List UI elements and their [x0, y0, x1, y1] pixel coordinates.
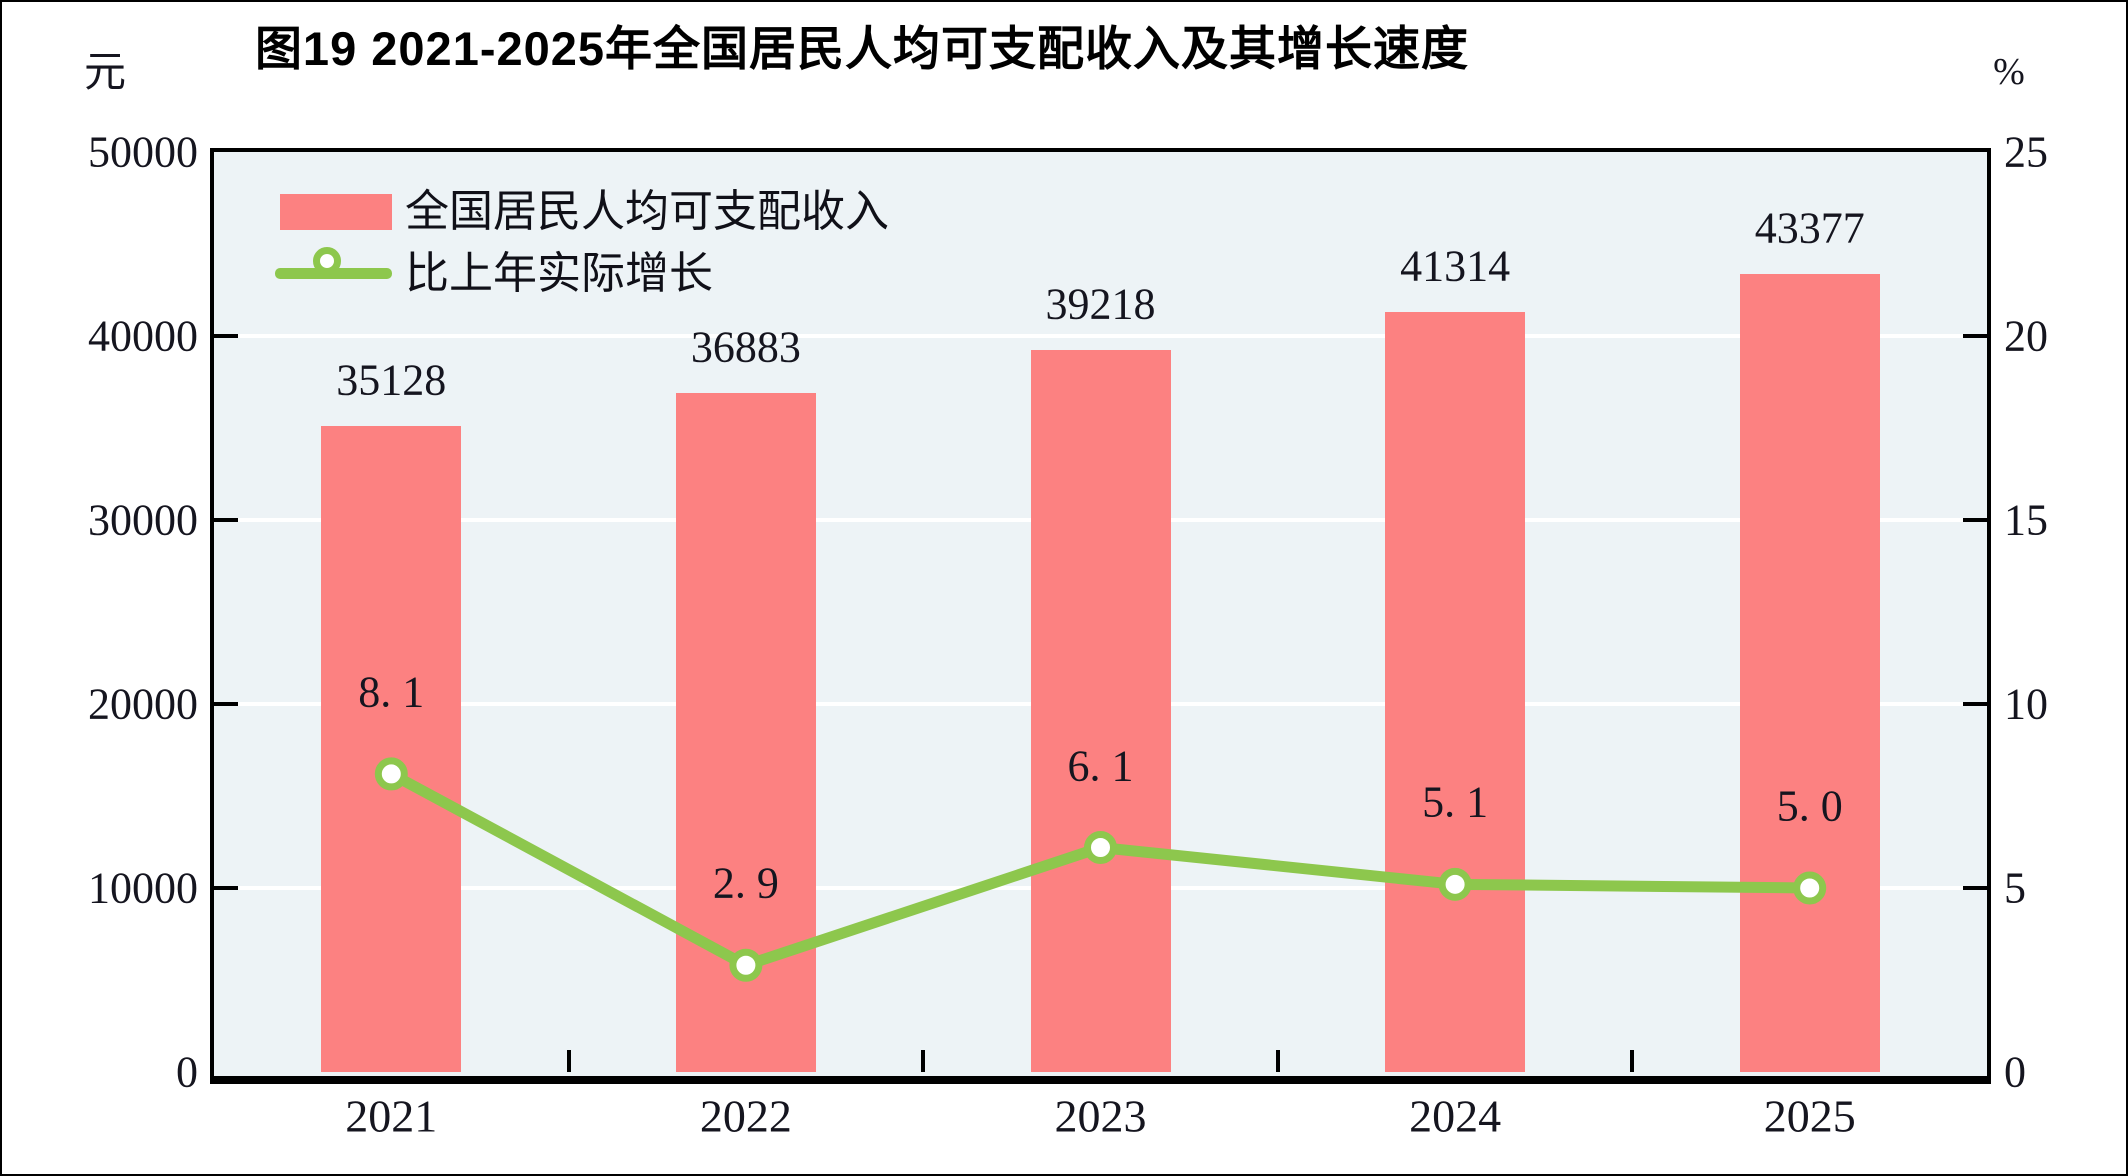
line-marker-2022 — [729, 948, 763, 982]
right-axis-tick — [1963, 886, 1987, 890]
x-axis-label-2024: 2024 — [1409, 1090, 1502, 1142]
right-axis-tick — [1963, 518, 1987, 522]
line-marker-2024 — [1438, 867, 1472, 901]
bar-2023 — [1030, 350, 1171, 1072]
bar-value-label-2025: 43377 — [1754, 203, 1865, 253]
bar-2025 — [1739, 273, 1880, 1072]
plot-area: 35128 36883 39218 41314 43377 8. 1 2. 9 6. 1 5. … — [210, 148, 1991, 1084]
x-axis-tick — [1275, 1050, 1280, 1072]
right-axis-label-25: 25 — [2004, 127, 2048, 177]
x-axis-label-2023: 2023 — [1054, 1090, 1147, 1142]
left-axis-tick — [214, 518, 238, 522]
bar-value-label-2021: 35128 — [336, 355, 447, 405]
right-axis-tick — [1963, 334, 1987, 338]
line-marker-2023 — [1084, 831, 1117, 865]
gridline — [214, 334, 1987, 338]
x-axis-label-2025: 2025 — [1763, 1090, 1856, 1142]
bar-value-label-2023: 39218 — [1045, 279, 1156, 329]
right-axis-label-5: 5 — [2004, 863, 2026, 913]
x-axis-tick — [1630, 1050, 1635, 1072]
growth-value-label-2024: 5. 1 — [1422, 777, 1489, 827]
bar-value-label-2022: 36883 — [690, 322, 801, 372]
growth-value-label-2025: 5. 0 — [1776, 781, 1843, 831]
legend-bar-swatch — [280, 194, 392, 230]
x-axis-tick — [566, 1050, 571, 1072]
growth-value-label-2022: 2. 9 — [712, 858, 779, 908]
legend-line-marker-icon — [313, 247, 341, 275]
bar-value-label-2024: 41314 — [1400, 241, 1511, 291]
right-axis-label-10: 10 — [2004, 679, 2048, 729]
growth-value-label-2021: 8. 1 — [358, 667, 425, 717]
left-axis-tick — [214, 334, 238, 338]
x-axis-label-2022: 2022 — [699, 1090, 792, 1142]
legend-bar-label: 全国居民人均可支配收入 — [405, 187, 889, 236]
left-axis-label-20000: 20000 — [88, 679, 198, 729]
chart-title: 图19 2021-2025年全国居民人均可支配收入及其增长速度 — [254, 22, 1470, 75]
left-axis-tick — [214, 886, 238, 890]
x-axis-tick — [921, 1050, 926, 1072]
right-axis-label-15: 15 — [2004, 495, 2048, 545]
left-axis-label-50000: 50000 — [88, 127, 198, 177]
growth-line — [385, 768, 1816, 971]
legend-line-swatch — [275, 268, 392, 279]
left-axis-label-10000: 10000 — [88, 863, 198, 913]
left-axis-label-30000: 30000 — [88, 495, 198, 545]
left-axis-label-40000: 40000 — [88, 311, 198, 361]
right-axis-unit-label: % — [1993, 51, 2025, 93]
bar-2024 — [1385, 311, 1526, 1072]
right-axis-tick — [1963, 702, 1987, 706]
left-axis-unit-label: 元 — [83, 48, 126, 95]
left-axis-tick — [214, 702, 238, 706]
right-axis-label-0: 0 — [2004, 1047, 2026, 1097]
line-marker-2021 — [374, 757, 408, 791]
plot-inner: 35128 36883 39218 41314 43377 8. 1 2. 9 6. 1 5. … — [214, 152, 1987, 1072]
bar-2021 — [321, 425, 462, 1072]
growth-value-label-2023: 6. 1 — [1067, 741, 1134, 791]
line-marker-2025 — [1793, 871, 1827, 905]
left-axis-label-0: 0 — [176, 1047, 198, 1097]
growth-line-series — [374, 757, 1827, 982]
legend-line-label: 比上年实际增长 — [405, 249, 713, 298]
x-axis-label-2021: 2021 — [345, 1090, 438, 1142]
right-axis-label-20: 20 — [2004, 311, 2048, 361]
